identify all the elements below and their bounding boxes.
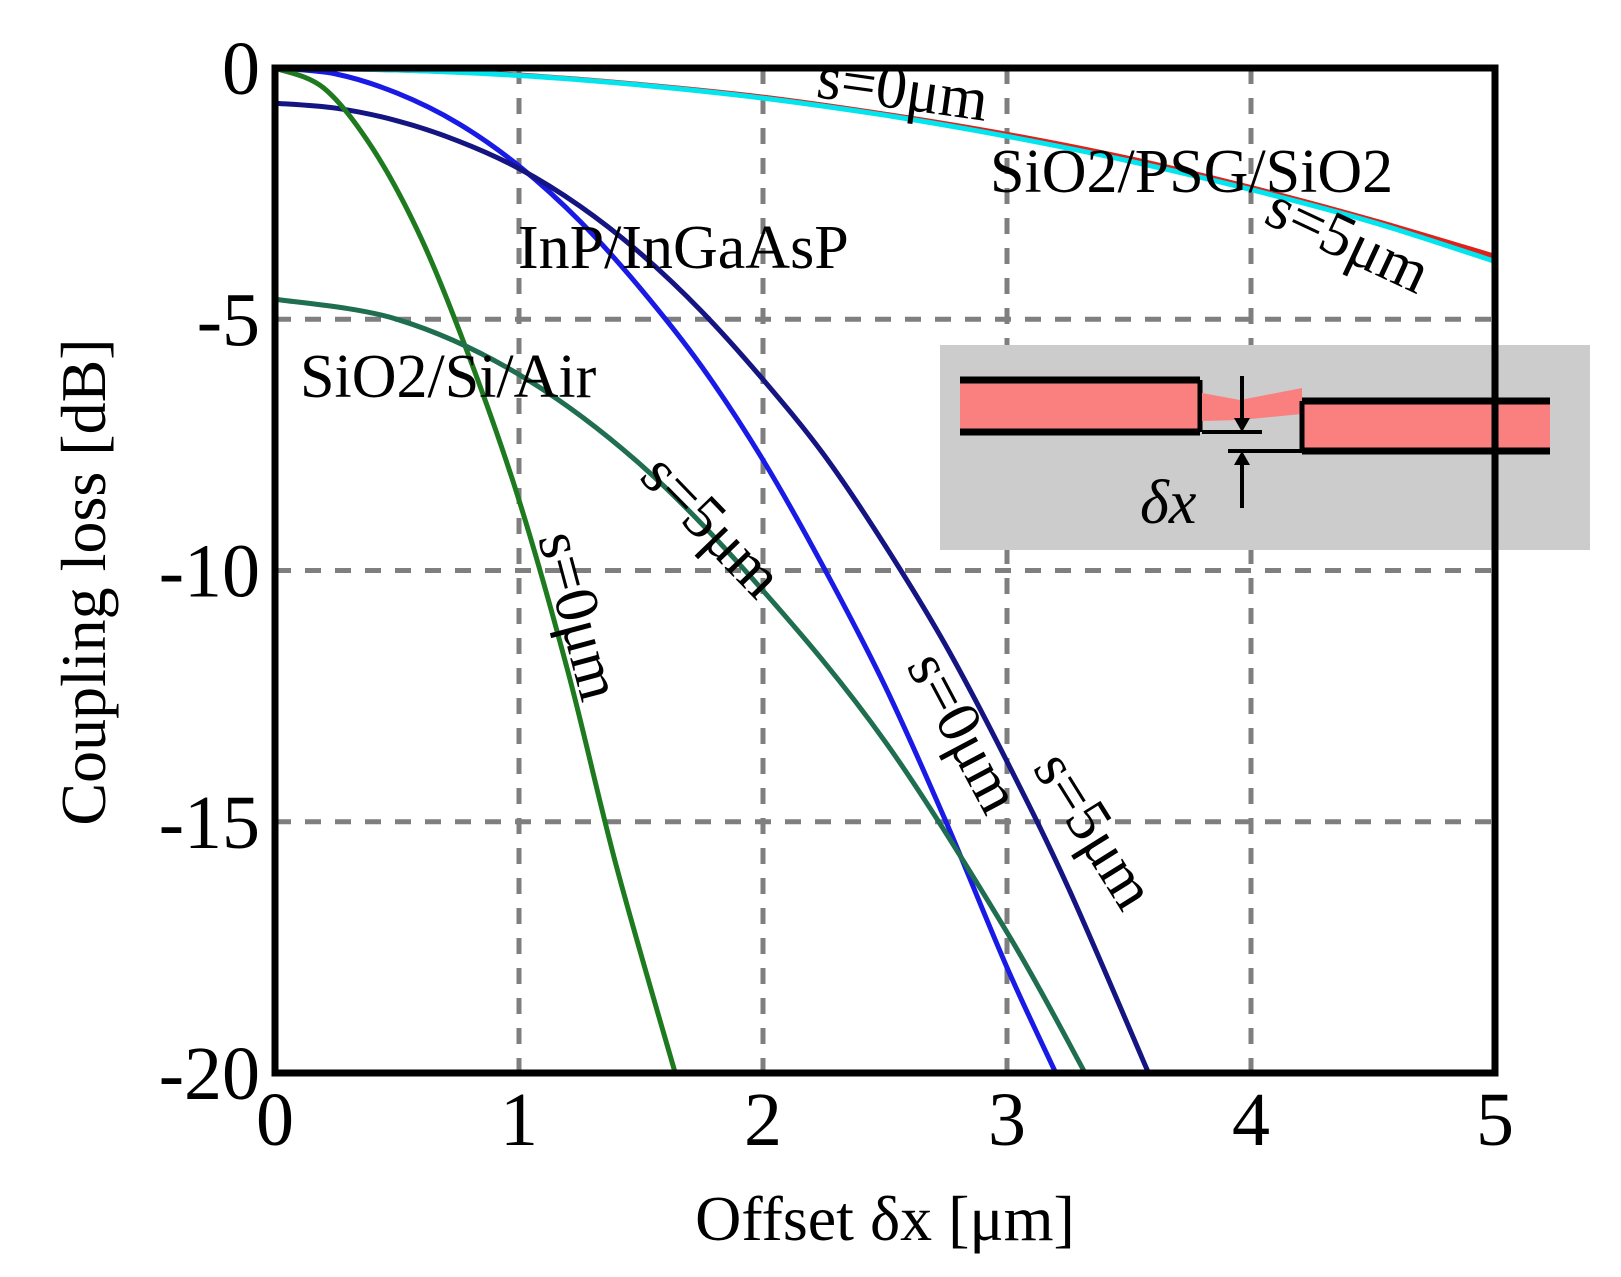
y-tick-label: -10 xyxy=(159,530,260,614)
series-line-sio2-si-air-s-5-m xyxy=(272,296,1088,1076)
x-tick-label: 3 xyxy=(988,1078,1026,1162)
series-line-sio2-psg-sio2-s-5-m xyxy=(272,65,1498,264)
psg-s0-label: s=0μm xyxy=(813,44,992,135)
series-line-inp-ingaasp-s-0-m xyxy=(272,65,1059,1076)
waveguide-offset-inset: δx xyxy=(940,345,1590,550)
grid-lines xyxy=(275,68,1495,1073)
air-s0-label: s=0μm xyxy=(524,524,634,707)
x-tick-label: 4 xyxy=(1232,1078,1270,1162)
inset-offset-label: δx xyxy=(1140,469,1197,537)
offset-arrowhead-up xyxy=(1234,451,1250,465)
right-waveguide-core xyxy=(1302,401,1550,451)
inp-s0-label: s=0μm xyxy=(894,641,1035,824)
y-tick-labels: 0 -5 -10 -15 -20 xyxy=(159,27,260,1116)
left-waveguide-core xyxy=(960,380,1200,432)
x-tick-labels: 0 1 2 3 4 5 xyxy=(256,1078,1514,1162)
x-axis-title: Offset δx [μm] xyxy=(695,1183,1075,1254)
series-line-sio2-si-air-s-0-m xyxy=(272,65,678,1076)
series-line-inp-ingaasp-s-5-m xyxy=(272,100,1151,1076)
y-tick-label: -15 xyxy=(159,781,260,865)
y-tick-label: 0 xyxy=(222,27,260,111)
x-tick-label: 1 xyxy=(500,1078,538,1162)
air-s5-label: s=5μm xyxy=(628,440,796,611)
psg-material-label: SiO2/PSG/SiO2 xyxy=(990,138,1393,206)
x-tick-label: 5 xyxy=(1476,1078,1514,1162)
y-tick-label: -5 xyxy=(197,278,260,362)
x-tick-label: 0 xyxy=(256,1078,294,1162)
gap-beam xyxy=(1202,388,1302,421)
plot-frame xyxy=(271,64,1499,1077)
data-curves xyxy=(272,65,1498,1076)
air-material-label: SiO2/Si/Air xyxy=(300,343,597,411)
x-tick-label: 2 xyxy=(744,1078,782,1162)
y-axis-title: Coupling loss [dB] xyxy=(48,338,119,825)
offset-arrowhead-down xyxy=(1234,418,1250,432)
inp-material-label: InP/InGaAsP xyxy=(518,214,849,282)
y-tick-label: -20 xyxy=(159,1032,260,1116)
